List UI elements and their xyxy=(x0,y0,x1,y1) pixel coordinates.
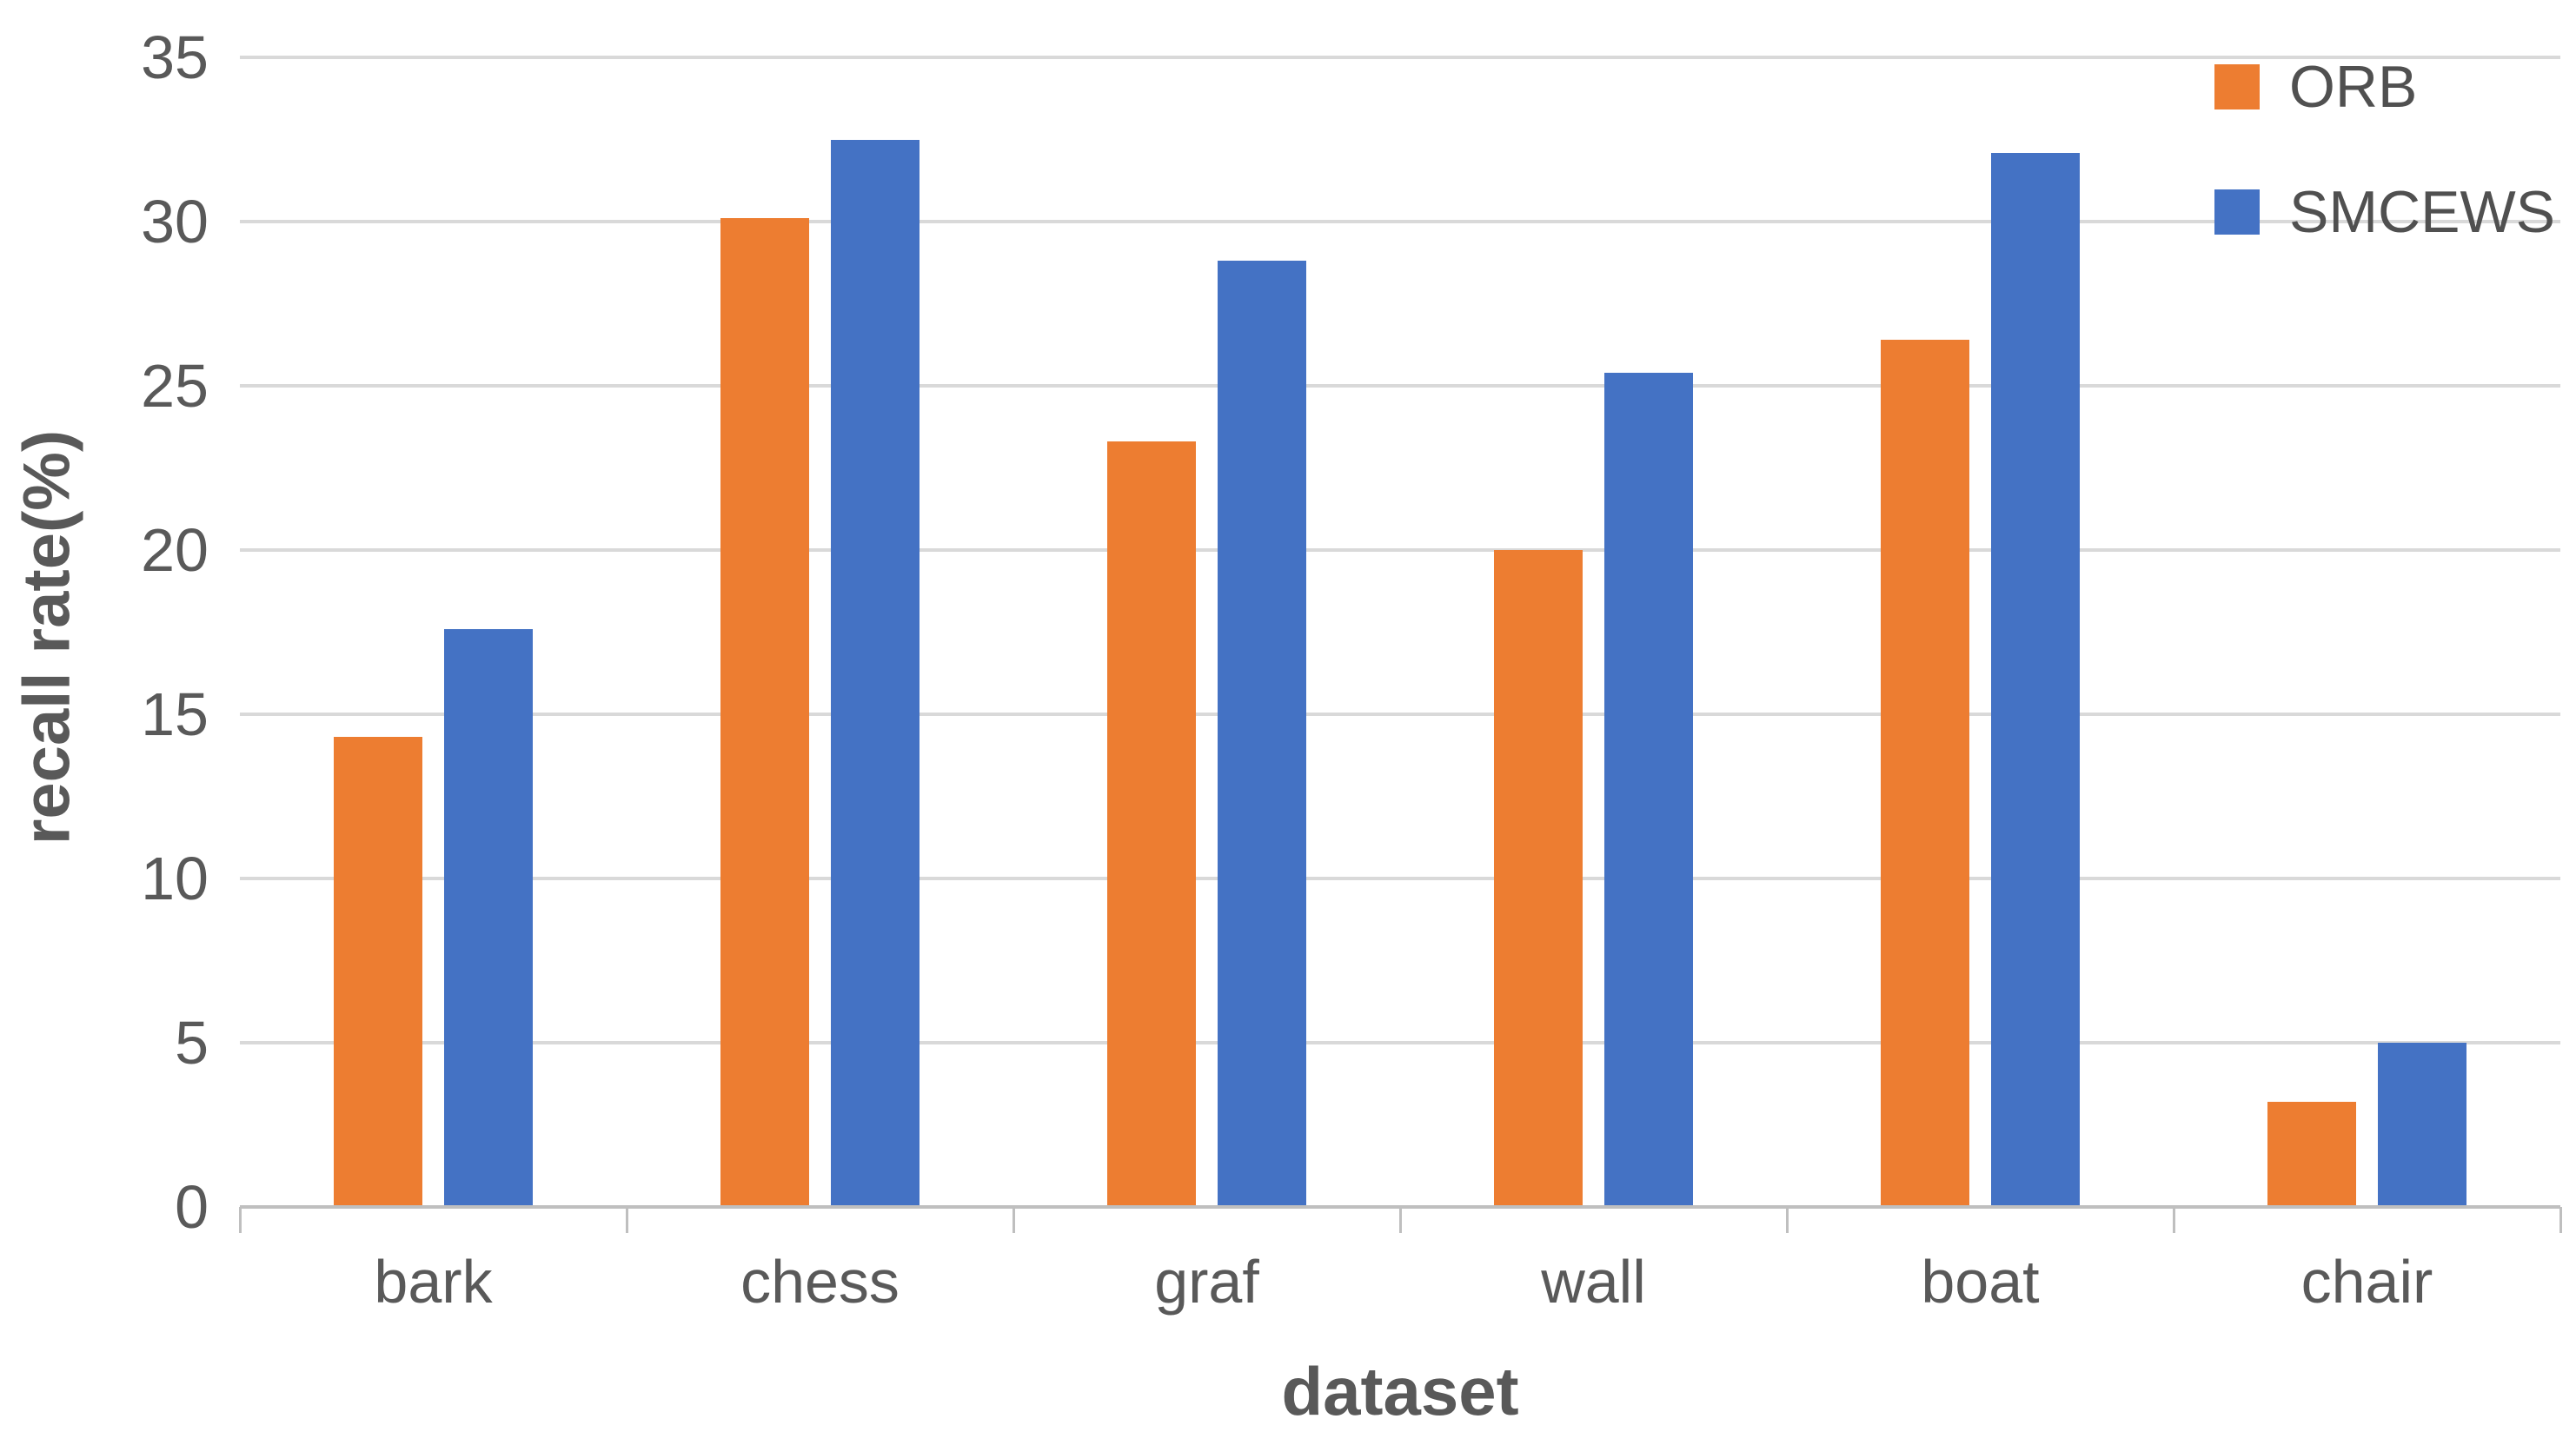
category-slot-chair xyxy=(2174,57,2560,1207)
y-tick-label-10: 10 xyxy=(141,845,209,912)
bar-smcews-graf xyxy=(1218,261,1306,1207)
y-tick-label-0: 0 xyxy=(175,1173,209,1241)
legend-swatch-smcews xyxy=(2214,189,2260,235)
bar-smcews-chess xyxy=(831,139,920,1207)
category-slot-bark xyxy=(240,57,627,1207)
x-axis-tick xyxy=(1012,1207,1015,1233)
category-label-chair: chair xyxy=(2300,1248,2433,1316)
bar-smcews-chair xyxy=(2378,1043,2466,1207)
x-axis-tick xyxy=(2173,1207,2175,1233)
legend-label-smcews: SMCEWS xyxy=(2289,179,2555,245)
category-slot-boat xyxy=(1787,57,2174,1207)
legend-swatch-orb xyxy=(2214,64,2260,109)
y-tick-label-20: 20 xyxy=(141,516,209,584)
gridline-10 xyxy=(240,877,2560,880)
category-slot-chess xyxy=(627,57,1013,1207)
x-axis-tick xyxy=(626,1207,628,1233)
gridline-5 xyxy=(240,1041,2560,1044)
legend-label-orb: ORB xyxy=(2289,54,2418,120)
x-axis-tick xyxy=(2559,1207,2562,1233)
category-label-boat: boat xyxy=(1921,1248,2040,1316)
y-tick-label-35: 35 xyxy=(141,23,209,91)
y-tick-label-5: 5 xyxy=(175,1009,209,1077)
category-slot-wall xyxy=(1400,57,1787,1207)
y-tick-label-30: 30 xyxy=(141,188,209,255)
bar-smcews-boat xyxy=(1991,152,2080,1207)
category-label-chess: chess xyxy=(740,1248,900,1316)
y-axis-title: recall rate(%) xyxy=(10,429,84,845)
plot-area xyxy=(239,56,2562,1233)
bar-orb-chair xyxy=(2267,1102,2356,1207)
category-label-graf: graf xyxy=(1154,1248,1259,1316)
bar-orb-bark xyxy=(334,737,422,1207)
legend: ORB SMCEWS xyxy=(2214,57,2555,242)
gridline-20 xyxy=(240,548,2560,552)
gridline-35 xyxy=(240,56,2560,59)
bar-smcews-bark xyxy=(444,628,533,1207)
x-axis-title: dataset xyxy=(1281,1353,1519,1429)
category-slot-graf xyxy=(1013,57,1400,1207)
bar-smcews-wall xyxy=(1604,372,1693,1207)
gridline-15 xyxy=(240,713,2560,716)
y-tick-label-15: 15 xyxy=(141,680,209,748)
legend-item-smcews: SMCEWS xyxy=(2214,182,2555,242)
legend-item-orb: ORB xyxy=(2214,57,2555,116)
category-label-wall: wall xyxy=(1541,1248,1646,1316)
gridline-25 xyxy=(240,384,2560,388)
bar-orb-boat xyxy=(1881,340,1969,1207)
x-axis-tick xyxy=(1786,1207,1789,1233)
gridline-30 xyxy=(240,220,2560,223)
x-axis-tick xyxy=(1399,1207,1402,1233)
x-axis-tick xyxy=(239,1207,242,1233)
bar-orb-chess xyxy=(720,218,809,1207)
bar-orb-graf xyxy=(1107,441,1196,1207)
category-label-bark: bark xyxy=(374,1248,493,1316)
y-tick-label-25: 25 xyxy=(141,352,209,420)
bar-orb-wall xyxy=(1494,550,1583,1207)
